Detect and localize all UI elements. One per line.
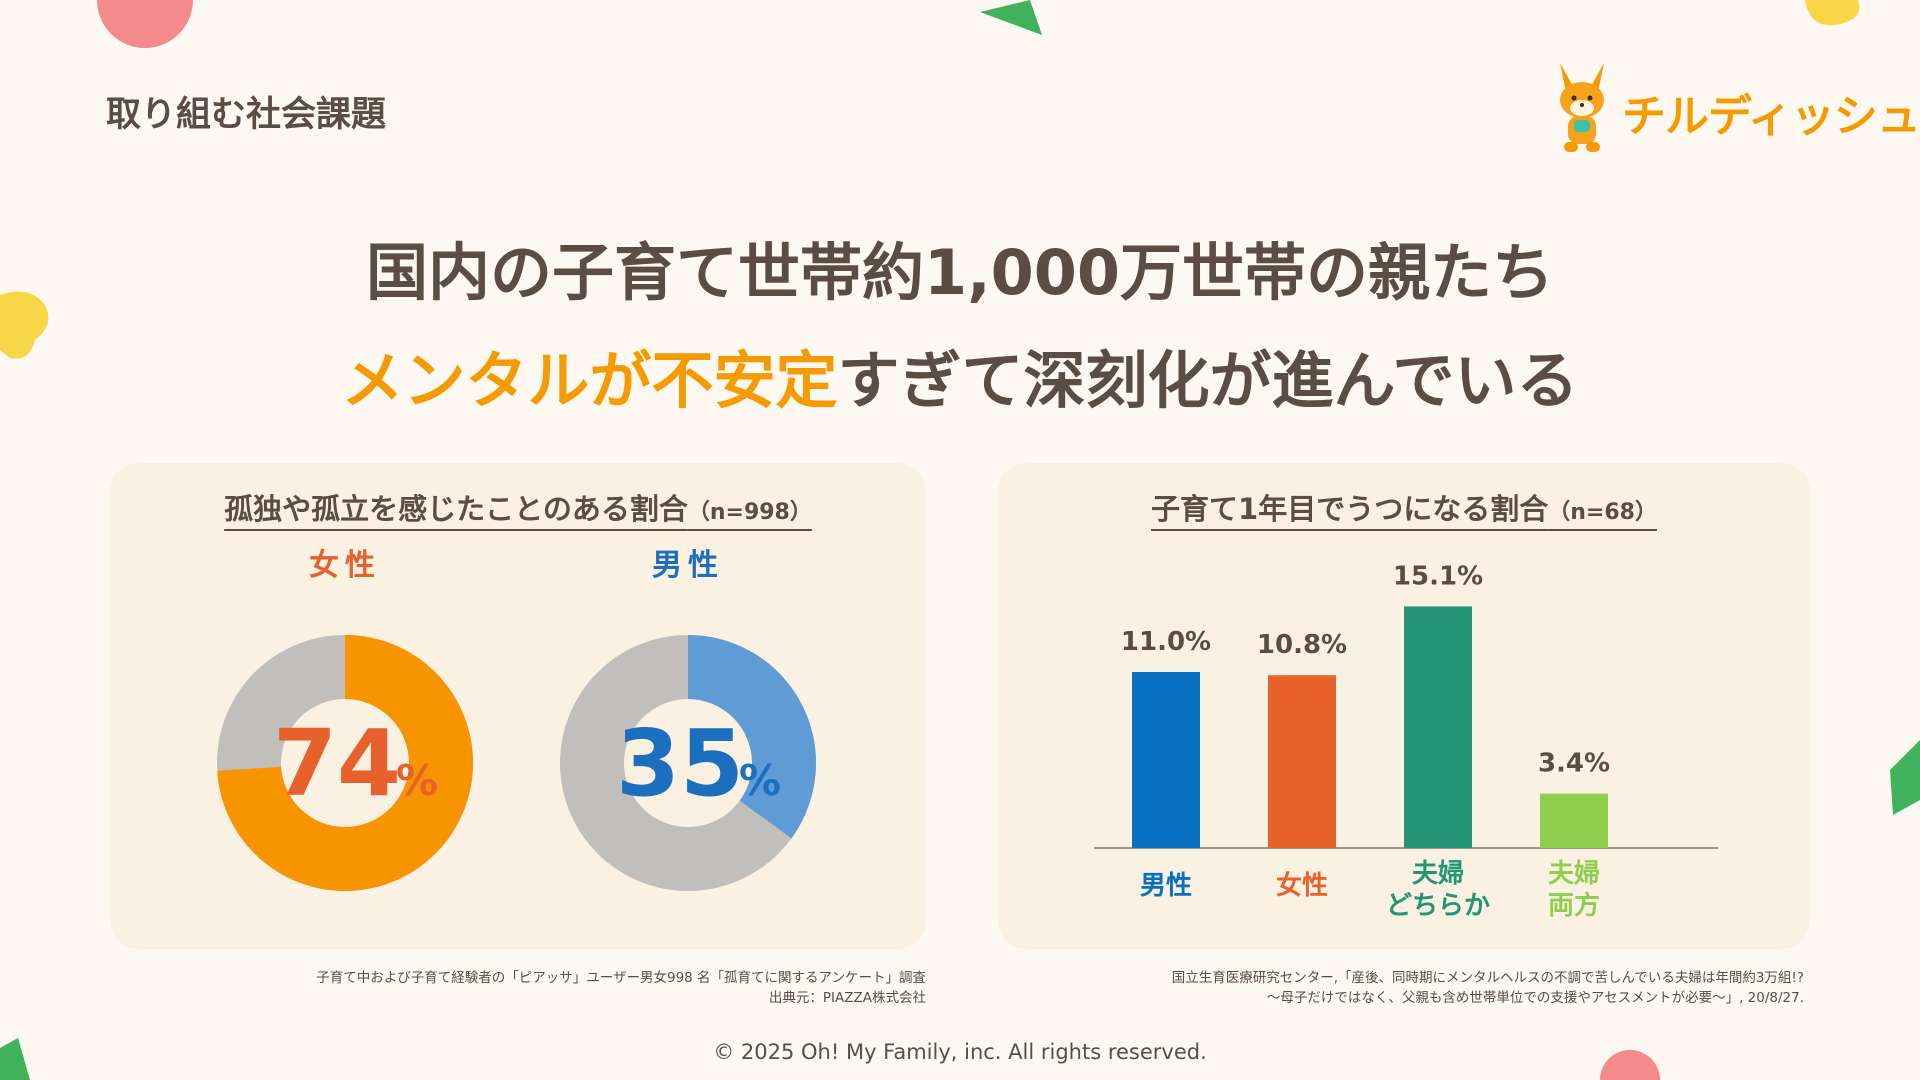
bar-category-label-1-0: 女性 [1276, 870, 1328, 901]
donut-slice-1 [560, 635, 816, 891]
bar-value-label-3: 3.4% [1538, 749, 1610, 779]
depression-panel-title: 子育て1年目でうつになる割合（n=68） [998, 486, 1810, 528]
donut-value-1: 35 [616, 710, 744, 817]
isolation-title-text: 孤独や孤立を感じたことのある割合 [224, 492, 688, 526]
donut-label-0: 女性 [309, 548, 381, 583]
green-leaf-bottom-left-decoration [0, 1038, 30, 1080]
logo-text: チルディッシュ [1622, 91, 1920, 142]
pink-circle-decoration [97, 0, 193, 48]
headline-line1: 国内の子育て世帯約1,000万世帯の親たち [365, 236, 1555, 309]
bar-value-label-2: 15.1% [1393, 561, 1483, 591]
headline-line2: メンタルが不安定すぎて深刻化が進んでいる [0, 330, 1920, 420]
headline-rest: すぎて深刻化が進んでいる [837, 344, 1579, 417]
bar-value-label-0: 11.0% [1121, 627, 1211, 657]
bar-3 [1540, 793, 1608, 848]
bar-1 [1268, 675, 1336, 848]
depression-source-line2: ～母子だけではなく、父親も含め世帯単位での支援やアセスメントが必要～」, 20/… [1266, 990, 1804, 1006]
brand-logo: チルディッシュ [1552, 58, 1920, 158]
donut-value-0: 74 [273, 710, 401, 817]
bar-category-label-2-1: どちらか [1386, 891, 1490, 921]
pink-circle-bottom-decoration [1600, 1050, 1660, 1080]
fox-mascot-icon [1560, 63, 1604, 152]
depression-sample-size: （n=68） [1548, 500, 1657, 525]
donut-label-1: 男性 [652, 548, 724, 583]
donut-unit-1: % [739, 756, 781, 805]
bar-0 [1132, 672, 1200, 848]
bar-category-label-3-1: 両方 [1548, 890, 1600, 921]
headline-accent: メンタルが不安定 [341, 344, 838, 417]
copyright: © 2025 Oh! My Family, inc. All rights re… [713, 1040, 1207, 1064]
bar-category-label-2-0: 夫婦 [1412, 859, 1464, 889]
depression-source-line1: 国立生育医療研究センター,「産後、同時期にメンタルヘルスの不調で苦しんでいる夫婦… [1171, 970, 1804, 986]
yellow-flower-decoration [1805, 0, 1860, 26]
isolation-panel-title: 孤独や孤立を感じたことのある割合（n=998） [110, 486, 926, 528]
bar-category-label-0-0: 男性 [1140, 871, 1192, 901]
isolation-source-line1: 子育て中および子育て経験者の「ピアッサ」ユーザー男女998 名「孤育てに関するア… [316, 970, 926, 986]
isolation-source-line2: 出典元：PIAZZA株式会社 [768, 990, 926, 1006]
bar-value-label-1: 10.8% [1257, 630, 1347, 660]
donut-charts: 女性 74% 男性 35% [217, 548, 816, 891]
bar-category-label-3-0: 夫婦 [1548, 859, 1600, 889]
bar-2 [1404, 606, 1472, 848]
depression-source: 国立生育医療研究センター,「産後、同時期にメンタルヘルスの不調で苦しんでいる夫婦… [998, 968, 1804, 1008]
depression-title-text: 子育て1年目でうつになる割合 [1151, 492, 1549, 526]
section-label: 取り組む社会課題 [106, 95, 387, 135]
green-leaf-right-decoration [1890, 740, 1920, 815]
yellow-flower-left-decoration [0, 291, 49, 359]
isolation-sample-size: （n=998） [687, 500, 812, 525]
donut-unit-0: % [396, 756, 438, 805]
donut-slice-0 [217, 635, 473, 891]
green-leaf-decoration [980, 0, 1042, 35]
isolation-source: 子育て中および子育て経験者の「ピアッサ」ユーザー男女998 名「孤育てに関するア… [110, 968, 926, 1008]
